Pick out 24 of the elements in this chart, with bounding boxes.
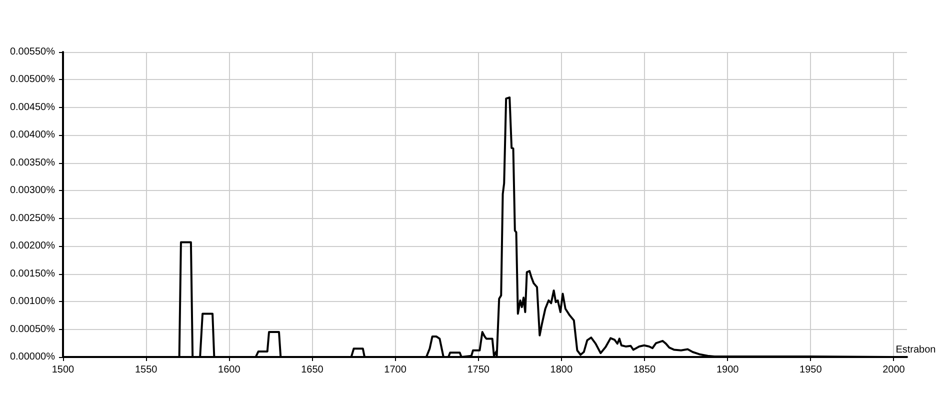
x-tick-label: 1500 — [52, 364, 75, 376]
y-tick-label: 0.00250% — [10, 212, 56, 224]
y-tick-label: 0.00050% — [10, 324, 56, 335]
y-tick-label: 0.00350% — [10, 157, 56, 168]
y-tick-label: 0.00550% — [10, 46, 56, 58]
y-tick-label: 0.00300% — [10, 185, 56, 196]
y-tick-label: 0.00500% — [10, 74, 56, 86]
y-tick-label: 0.00200% — [10, 240, 56, 252]
x-tick-label: 1600 — [218, 364, 241, 376]
x-tick-label: 1650 — [301, 364, 324, 376]
x-tick-label: 1700 — [384, 364, 407, 376]
x-tick-label: 1550 — [134, 364, 158, 376]
y-tick-label: 0.00450% — [10, 102, 56, 113]
x-tick-label: 1850 — [633, 364, 656, 376]
x-tick-label: 1950 — [800, 364, 822, 376]
y-tick-label: 0.00400% — [10, 130, 56, 141]
y-tick-label: 0.00100% — [10, 296, 56, 308]
x-tick-label: 1750 — [467, 364, 490, 376]
y-tick-label: 0.00150% — [10, 268, 56, 280]
x-tick-label: 1900 — [716, 364, 740, 376]
series-label: Estrabon — [896, 344, 936, 356]
x-tick-label: 1800 — [550, 364, 573, 376]
x-tick-label: 2000 — [882, 364, 906, 376]
y-tick-label: 0.00000% — [10, 352, 56, 362]
